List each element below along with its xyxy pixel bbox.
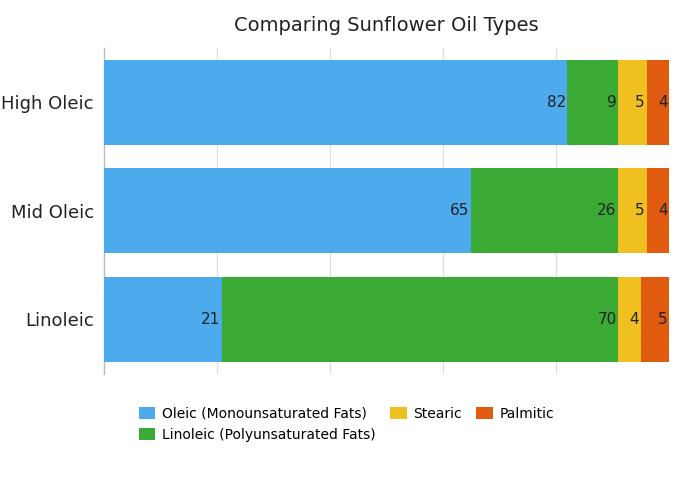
Text: 82: 82 <box>546 95 566 110</box>
Bar <box>104 169 471 253</box>
Bar <box>471 169 618 253</box>
Text: 9: 9 <box>607 95 617 110</box>
Bar <box>104 277 222 362</box>
Text: 4: 4 <box>658 203 668 218</box>
Text: 70: 70 <box>598 312 617 327</box>
Text: 5: 5 <box>635 203 645 218</box>
Title: Comparing Sunflower Oil Types: Comparing Sunflower Oil Types <box>234 16 539 35</box>
Text: 21: 21 <box>201 312 221 327</box>
Text: 4: 4 <box>658 95 668 110</box>
Bar <box>104 60 567 145</box>
Bar <box>647 60 669 145</box>
Bar <box>647 169 669 253</box>
Bar <box>618 60 647 145</box>
Bar <box>641 277 669 362</box>
Text: 5: 5 <box>658 312 668 327</box>
Text: 5: 5 <box>635 95 645 110</box>
Bar <box>222 277 618 362</box>
Text: 26: 26 <box>598 203 617 218</box>
Text: 65: 65 <box>450 203 470 218</box>
Legend: Oleic (Monounsaturated Fats), Linoleic (Polyunsaturated Fats), Stearic, Palmitic: Oleic (Monounsaturated Fats), Linoleic (… <box>139 407 554 442</box>
Bar <box>618 277 641 362</box>
Text: 4: 4 <box>630 312 640 327</box>
Bar <box>567 60 618 145</box>
Bar <box>618 169 647 253</box>
